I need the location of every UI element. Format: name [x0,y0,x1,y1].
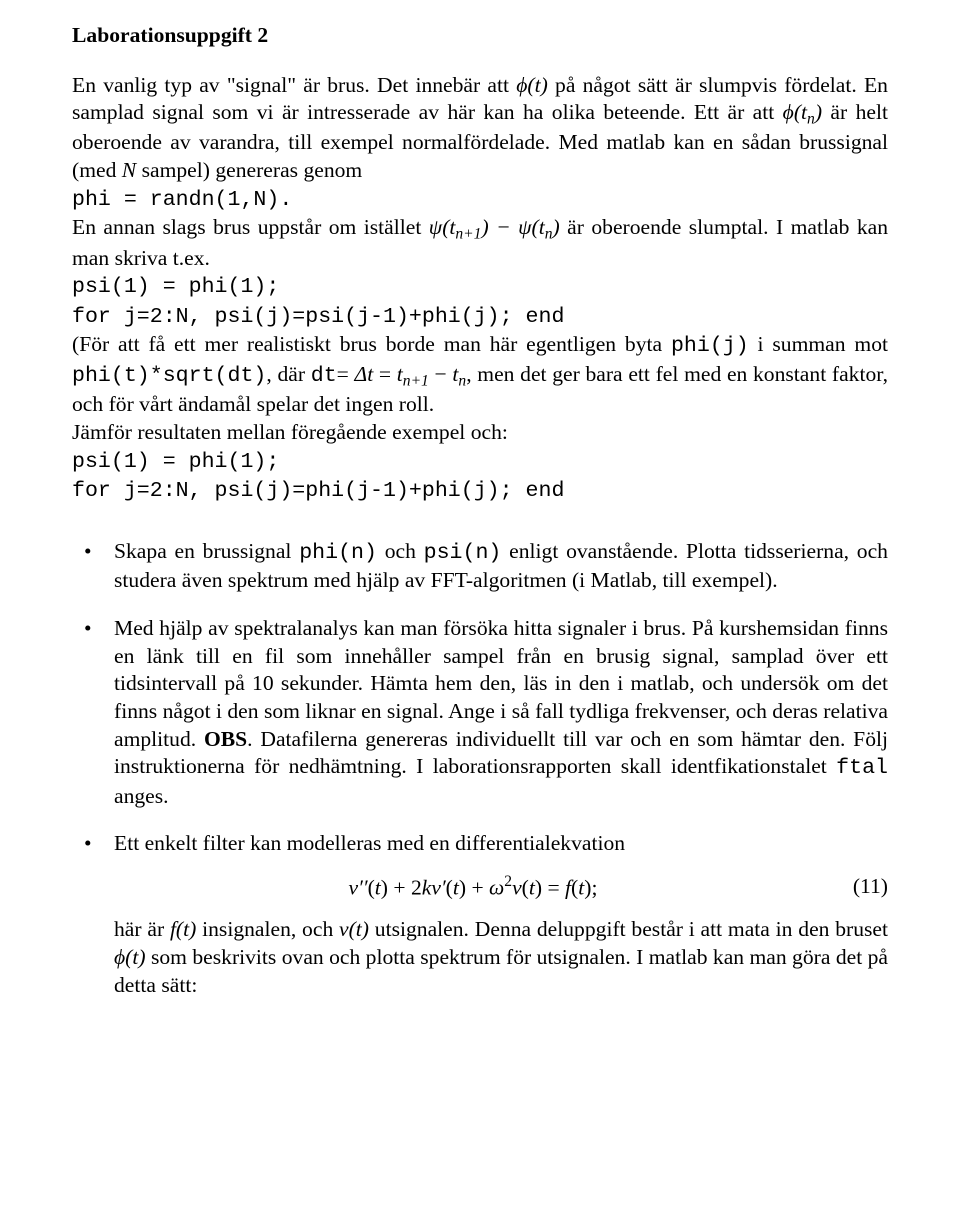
equation-row: v′′(t) + 2kv′(t) + ω2v(t) = f(t); (11) [114,872,888,902]
code-inline: psi(n) [424,541,502,565]
equation: v′′(t) + 2kv′(t) + ω2v(t) = f(t); [114,872,832,902]
text: anges. [114,784,169,808]
task-list: Skapa en brussignal phi(n) och psi(n) en… [72,538,888,999]
paragraph-2: En annan slags brus uppstår om istället … [72,214,888,272]
code-inline: ftal [836,756,888,780]
section-heading: Laborationsuppgift 2 [72,22,888,50]
text: som beskrivits ovan och plotta spektrum … [114,945,888,997]
text: Ett enkelt filter kan modelleras med en … [114,831,625,855]
text: (För att få ett mer realistiskt brus bor… [72,332,671,356]
math-v-t: v(t) [339,917,369,941]
paragraph-3: (För att få ett mer realistiskt brus bor… [72,331,888,418]
document-page: Laborationsuppgift 2 En vanlig typ av "s… [0,0,960,1059]
code: psi(1) = phi(1); [72,275,279,299]
equation-number: (11) [832,873,888,901]
code: for j=2:N, psi(j)=psi(j-1)+phi(j); end [72,305,564,329]
list-item: Skapa en brussignal phi(n) och psi(n) en… [114,538,888,595]
text: , där [266,362,310,386]
math-phi-t: ϕ(t) [516,73,548,97]
text: insignalen, och [196,917,339,941]
text: En annan slags brus uppstår om istället [72,215,429,239]
code-line-2a: psi(1) = phi(1); [72,272,888,302]
code-line-2b: for j=2:N, psi(j)=psi(j-1)+phi(j); end [72,302,888,332]
text: sampel) genereras genom [136,158,362,182]
text: En vanlig typ av "signal" är brus. Det i… [72,73,516,97]
code-inline: phi(n) [299,541,377,565]
text: Jämför resultaten mellan föregående exem… [72,420,508,444]
paragraph-4: Jämför resultaten mellan föregående exem… [72,419,888,447]
math-phi-t2: ϕ(t) [114,945,146,969]
text: och [377,539,424,563]
paragraph-1: En vanlig typ av "signal" är brus. Det i… [72,72,888,185]
text: här är [114,917,170,941]
code: psi(1) = phi(1); [72,450,279,474]
obs-label: OBS [204,727,247,751]
text: Skapa en brussignal [114,539,299,563]
code-inline: phi(t)*sqrt(dt) [72,364,266,388]
math-eq: = Δt = tn+1 − tn [337,362,467,386]
list-item: Med hjälp av spektralanalys kan man förs… [114,615,888,810]
math-N: N [122,158,136,182]
code: for j=2:N, psi(j)=phi(j-1)+phi(j); end [72,479,564,503]
math-psi-diff: ψ(tn+1) − ψ(tn) [429,215,560,239]
code: phi = randn(1,N). [72,188,292,212]
code-line-3b: for j=2:N, psi(j)=phi(j-1)+phi(j); end [72,476,888,506]
list-item: Ett enkelt filter kan modelleras med en … [114,830,888,999]
text: utsignalen. Denna deluppgift består i at… [369,917,888,941]
math-phi-tn: ϕ(tn) [783,100,822,124]
code-line-3a: psi(1) = phi(1); [72,447,888,477]
code-line-1: phi = randn(1,N). [72,185,888,215]
math-f-t: f(t) [170,917,196,941]
text: i summan mot [749,332,888,356]
code-inline: phi(j) [671,334,749,358]
code-inline: dt [311,364,337,388]
